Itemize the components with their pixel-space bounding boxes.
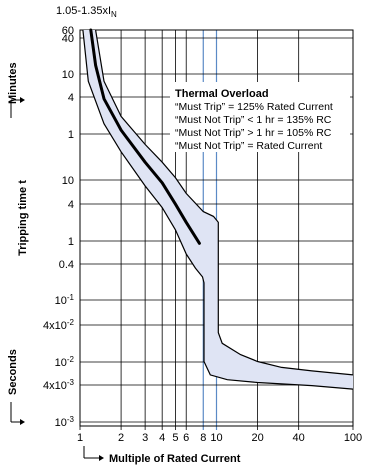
- legend-box: [170, 82, 350, 152]
- minutes-label: Minutes: [7, 62, 19, 104]
- seconds-label-group: Seconds: [7, 349, 25, 425]
- y-tick-label: 10: [62, 69, 74, 81]
- x-tick-label: 3: [142, 432, 148, 444]
- xlabel-group: Multiple of Rated Current: [83, 446, 241, 465]
- plot-frame: [79, 29, 354, 427]
- y-tick-label: 10-3: [55, 415, 75, 429]
- top-annotation: 1.05-1.35xIN: [56, 5, 117, 19]
- legend-line: “Must Not Trip” < 1 hr = 135% RC: [175, 114, 332, 126]
- y-axis-title: Tripping time t: [17, 180, 29, 256]
- y-tick-label: 1: [68, 129, 74, 141]
- legend-line: “Must Not Trip” = Rated Current: [175, 140, 322, 152]
- x-tick-label: 6: [183, 432, 189, 444]
- y-tick-label: 10-2: [55, 355, 75, 369]
- typical-trip-curve: [89, 28, 201, 245]
- y-tick-label: 1: [68, 236, 74, 248]
- xlabel-arrow-head: [99, 455, 104, 461]
- x-tick-label: 2: [118, 432, 124, 444]
- minutes-arrow-head: [20, 97, 25, 103]
- x-tick-label: 40: [293, 432, 305, 444]
- tripping-band-layer: [82, 29, 354, 390]
- x-tick-label: 5: [172, 432, 178, 444]
- x-tick-labels: 1 2 3 4 5 6 8 10 20 40 100: [77, 432, 362, 444]
- legend-title: Thermal Overload: [175, 88, 269, 100]
- legend-line: “Must Not Trip” > 1 hr = 105% RC: [175, 127, 332, 139]
- x-tick-label: 1: [77, 432, 83, 444]
- x-tick-label: 8: [200, 432, 206, 444]
- series-layer: [89, 28, 201, 245]
- top-annotation-subscript: N: [111, 10, 117, 19]
- y-tick-label: 10: [62, 175, 74, 187]
- ylabel-group: Tripping time t: [17, 180, 29, 256]
- x-axis-title: Multiple of Rated Current: [109, 453, 241, 465]
- band-upper-curve: [95, 29, 354, 376]
- y-tick-label: 4x10-2: [43, 318, 75, 332]
- x-tick-label: 100: [344, 432, 362, 444]
- band-lower-curve: [82, 29, 354, 390]
- top-annotation-prefix: 1.05-1.35xI: [56, 5, 111, 17]
- y-tick-label: 4: [68, 92, 74, 104]
- y-tick-label: 10-1: [55, 293, 75, 307]
- y-tick-label: 4x10-3: [43, 378, 75, 392]
- legend: Thermal Overload “Must Trip” = 125% Rate…: [170, 82, 350, 152]
- x-tick-label: 4: [159, 432, 165, 444]
- y-tick-label: 40: [62, 33, 74, 45]
- x-tick-label: 10: [210, 432, 222, 444]
- y-tick-label: 0.4: [59, 259, 74, 271]
- y-tick-label: 4: [68, 199, 74, 211]
- seconds-arrow-head: [20, 419, 25, 425]
- legend-line: “Must Trip” = 125% Rated Current: [175, 101, 333, 113]
- minutes-label-group: Minutes: [7, 62, 25, 118]
- x-tick-label: 20: [251, 432, 263, 444]
- seconds-label: Seconds: [7, 349, 19, 395]
- y-tick-label: 60: [62, 25, 74, 37]
